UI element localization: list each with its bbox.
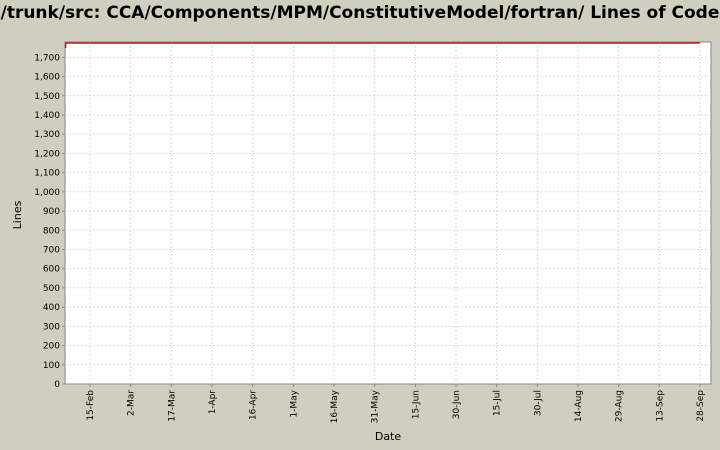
y-tick-label: 700 (43, 246, 60, 256)
y-tick-label: 300 (43, 322, 60, 332)
series-layer (64, 42, 700, 48)
x-tick-label: 14-Aug (574, 390, 584, 422)
x-tick-label: 15-Feb (86, 390, 96, 421)
y-tick-label: 800 (43, 226, 60, 236)
x-tick-label: 1-Apr (208, 390, 218, 415)
x-tick-label: 1-May (289, 389, 299, 417)
y-tick-label: 1,700 (34, 53, 60, 63)
x-tick-label: 2-Mar (127, 390, 137, 416)
y-tick-label: 400 (43, 303, 60, 313)
y-tick-label: 1,600 (34, 73, 60, 83)
y-tick-label: 200 (43, 342, 60, 352)
y-tick-label: 900 (43, 207, 60, 217)
x-tick-label: 29-Aug (615, 390, 625, 422)
y-tick-label: 1,100 (34, 169, 60, 179)
x-tick-label: 30-Jun (452, 390, 462, 419)
x-tick-label: 15-Jul (493, 390, 503, 416)
y-tick-label: 1,400 (34, 111, 60, 121)
x-axis-ticks: 15-Feb 2-Mar 17-Mar 1-Apr 16-Apr 1-May 16-May 3… (86, 384, 706, 423)
x-tick-label: 16-May (330, 389, 340, 423)
y-tick-label: 1,000 (34, 188, 60, 198)
x-tick-label: 16-Apr (249, 390, 259, 420)
plot-area (64, 41, 712, 385)
y-tick-label: 500 (43, 284, 60, 294)
y-tick-label: 0 (54, 380, 60, 390)
grid-lines (65, 42, 711, 384)
x-tick-label: 15-Jun (411, 390, 421, 419)
x-axis-label: Date (375, 430, 402, 443)
y-tick-label: 1,200 (34, 149, 60, 159)
x-tick-label: 31-May (371, 389, 381, 423)
x-tick-label: 30-Jul (533, 390, 543, 416)
y-axis-ticks: 0 100 200 300 400 500 600 700 800 900 1,000 1,100 1,… (34, 53, 65, 390)
chart-title: /trunk/src: CCA/Components/MPM/Constitut… (0, 3, 720, 23)
x-tick-label: 13-Sep (655, 390, 665, 422)
y-tick-label: 1,500 (34, 92, 60, 102)
y-tick-label: 1,300 (34, 130, 60, 140)
y-tick-label: 100 (43, 361, 60, 371)
y-tick-label: 600 (43, 265, 60, 275)
y-axis-label: Lines (11, 200, 24, 229)
x-tick-label: 28-Sep (696, 390, 706, 422)
x-tick-label: 17-Mar (167, 390, 177, 422)
